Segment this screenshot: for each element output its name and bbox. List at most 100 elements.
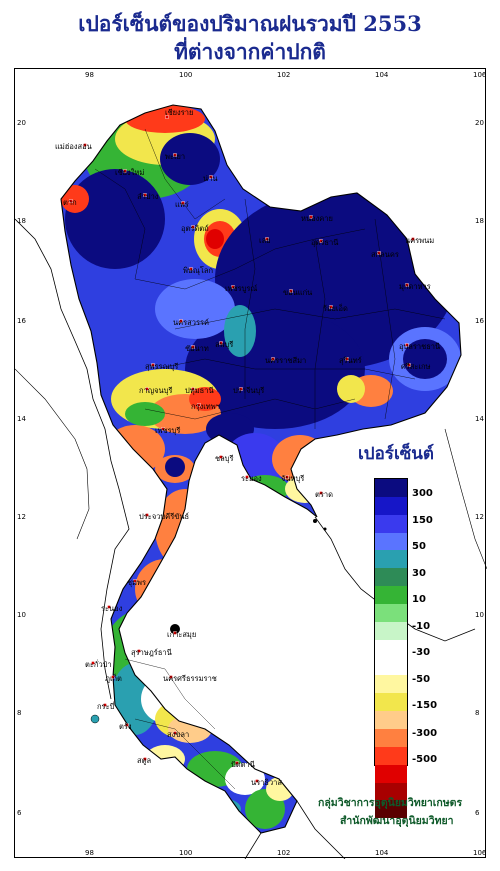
map-title-line2: ที่ต่างจากค่าปกติ — [174, 39, 326, 64]
place-label: ระยอง — [241, 474, 262, 483]
station-marker — [191, 345, 195, 349]
place-label: ตาก — [63, 198, 77, 207]
station-marker — [173, 731, 177, 735]
place-label: อุบลราชธานี — [399, 342, 441, 351]
lat-tick-left: 14 — [17, 415, 26, 423]
place-label: เลย — [259, 236, 271, 245]
place-label: ตรัง — [119, 722, 132, 731]
place-label: ประจวบคีรีขันธ์ — [139, 512, 190, 521]
station-marker — [173, 153, 177, 157]
lat-tick-left: 8 — [17, 709, 22, 717]
lat-tick-left: 6 — [17, 809, 22, 817]
lat-tick-left: 10 — [17, 611, 26, 619]
place-label: นครราชสีมา — [265, 356, 307, 365]
legend-swatch — [375, 621, 407, 640]
legend-swatch — [375, 800, 407, 819]
station-marker — [219, 341, 223, 345]
place-label: เพชรบูรณ์ — [225, 284, 258, 293]
legend-swatch — [375, 693, 407, 712]
station-marker — [289, 289, 293, 293]
place-label: ขอนแก่น — [283, 288, 313, 297]
place-label: ปทุมธานี — [185, 386, 214, 395]
place-label: ลพบุรี — [215, 340, 234, 349]
map-frame: 98 100 102 104 106 98 100 102 104 106 20… — [14, 68, 487, 859]
legend-swatch — [375, 782, 407, 801]
lon-tick-bottom: 106 — [473, 849, 487, 857]
station-marker — [143, 193, 147, 197]
color-legend — [374, 478, 408, 819]
lon-tick-bottom: 104 — [375, 849, 389, 857]
station-marker — [345, 357, 349, 361]
place-label: นครพนม — [405, 236, 435, 245]
station-marker — [219, 455, 223, 459]
station-marker — [319, 239, 323, 243]
station-marker — [405, 343, 409, 347]
station-marker — [143, 757, 147, 761]
place-label: ลำปาง — [137, 192, 159, 201]
lat-tick-left: 20 — [17, 119, 26, 127]
lon-tick-bottom: 102 — [277, 849, 291, 857]
place-label: เพชรบุรี — [155, 426, 181, 435]
station-marker — [161, 427, 165, 431]
station-marker — [181, 201, 185, 205]
legend-swatch — [375, 711, 407, 730]
station-marker — [235, 761, 239, 765]
legend-swatch — [375, 568, 407, 587]
legend-swatch — [375, 586, 407, 605]
legend-label: 10 — [412, 594, 426, 605]
station-marker — [245, 475, 249, 479]
legend-label: 150 — [412, 515, 433, 526]
station-marker — [91, 661, 95, 665]
legend-swatch — [375, 604, 407, 622]
place-label: จันทบุรี — [281, 474, 305, 483]
legend-label: 30 — [412, 568, 426, 579]
lat-tick-left: 16 — [17, 317, 26, 325]
place-label: นราธิวาส — [251, 778, 282, 787]
lon-tick-top: 104 — [375, 71, 389, 79]
station-marker — [69, 199, 73, 203]
lat-tick-right: 20 — [475, 119, 484, 127]
legend-swatch — [375, 675, 407, 694]
station-marker — [255, 779, 259, 783]
station-marker — [123, 169, 127, 173]
place-label: ตราด — [315, 490, 333, 499]
station-marker — [173, 631, 177, 635]
place-label: สุราษฎร์ธานี — [131, 648, 172, 657]
station-marker — [319, 491, 323, 495]
lon-tick-top: 106 — [473, 71, 487, 79]
place-label: ศรีสะเกษ — [401, 362, 431, 371]
station-marker — [407, 363, 411, 367]
place-label: หนองคาย — [301, 214, 333, 223]
lon-tick-top: 100 — [179, 71, 193, 79]
station-marker — [145, 513, 149, 517]
station-marker — [411, 237, 415, 241]
legend-swatch — [375, 496, 407, 515]
legend-label: -500 — [412, 754, 438, 765]
station-marker — [169, 675, 173, 679]
place-label: พิษณุโลก — [183, 266, 214, 275]
lat-tick-right: 6 — [475, 809, 480, 817]
lat-tick-right: 18 — [475, 217, 484, 225]
station-marker — [285, 475, 289, 479]
station-marker — [197, 403, 201, 407]
place-label: ปัตตานี — [231, 760, 255, 769]
place-label: เชียงใหม่ — [115, 168, 145, 177]
station-marker — [189, 267, 193, 271]
station-marker — [209, 175, 213, 179]
place-label: ระนอง — [101, 604, 123, 613]
place-label: มุกดาหาร — [399, 282, 431, 291]
station-marker — [309, 215, 313, 219]
map-title-line1: เปอร์เซ็นต์ของปริมาณฝนรวมปี 2553 — [78, 11, 422, 36]
place-label: สกลนคร — [371, 250, 399, 259]
station-marker — [405, 283, 409, 287]
legend-label: -50 — [412, 674, 431, 685]
place-label: ชลบุรี — [215, 454, 234, 463]
place-label: แม่ฮ่องสอน — [55, 142, 92, 151]
legend-label: 300 — [412, 488, 433, 499]
credit-line2: สำนักพัฒนาอุตุนิยมวิทยา — [340, 815, 454, 827]
station-marker — [329, 305, 333, 309]
station-marker — [111, 675, 115, 679]
station-marker — [133, 579, 137, 583]
legend-swatch — [375, 657, 407, 676]
place-label: พะเยา — [165, 152, 186, 161]
